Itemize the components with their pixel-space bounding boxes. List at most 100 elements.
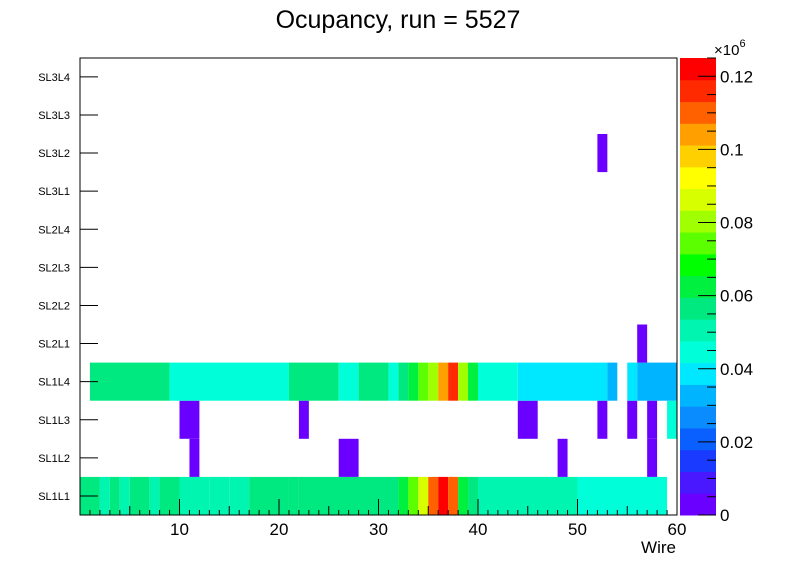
colorbar-segment [680,340,716,364]
colorbar-segment [680,297,716,320]
heatmap-cell [607,362,618,401]
colorbar-exponent: ×106 [714,38,746,59]
y-axis: SL1L1 SL1L2 SL1L3 SL1L4 SL2L1 SL2L2 SL2L3 SL2L4… [38,72,98,503]
colorbar-segment [680,406,716,429]
heatmap-cell [438,362,449,401]
chart-title: Ocupancy, run = 5527 [276,6,521,34]
heatmap-cell [647,438,658,477]
heatmap-cell [99,476,110,515]
colorbar-tick-label: 0.06 [720,287,753,306]
colorbar-segment [680,319,716,342]
x-tick-label: 30 [369,520,388,539]
heatmap-cell [179,400,200,439]
heatmap-cell [129,476,150,515]
heatmap-cell [109,476,120,515]
heatmap-cell [408,476,419,515]
heatmap-cell [448,362,459,401]
colorbar-segment [680,210,716,233]
heatmap-cell [627,400,638,439]
colorbar-exponent-base: ×10 [714,42,739,59]
colorbar-tick-label: 0 [720,506,729,525]
heatmap-cell [597,134,608,173]
x-tick-label: 40 [469,520,488,539]
y-tick-label: SL1L4 [38,377,70,389]
heatmap-cell [179,476,210,515]
y-tick-label: SL1L2 [38,453,70,465]
colorbar-segment [680,362,716,385]
heatmap-cell [637,362,677,401]
heatmap-cell [418,476,429,515]
heatmap-cell [159,476,180,515]
heatmap-cell [627,362,638,401]
heatmap-cell [448,476,459,515]
heatmap-cell [577,476,668,515]
heatmap-cell [298,476,399,515]
colorbar-segment [680,166,716,190]
x-tick-label: 60 [668,520,687,539]
colorbar-segment [680,145,716,168]
y-tick-label: SL3L3 [38,110,70,122]
colorbar-segment [680,427,716,451]
colorbar-segment [680,449,716,472]
colorbar-tick-label: 0.02 [720,433,753,452]
colorbar-exponent-power: 6 [739,38,745,50]
x-tick-label: 20 [270,520,289,539]
heatmap-cell [288,362,339,401]
heatmap-cell [338,362,359,401]
heatmap-cell [398,476,409,515]
colorbar-segment [680,232,716,255]
colorbar-segment [680,275,716,298]
y-tick-label: SL3L1 [38,186,70,198]
colorbar-segment [680,493,716,516]
y-tick-label: SL2L1 [38,339,70,351]
heatmap-cell [667,400,677,439]
heatmap-cell [189,438,200,477]
heatmap-cell [149,476,160,515]
heatmap-cell [388,362,399,401]
colorbar-segment [680,123,716,146]
colorbar-tick-label: 0.1 [720,140,744,159]
heatmap-cell [468,476,478,515]
heatmap-cell [229,476,250,515]
colorbar-segment [680,384,716,407]
heatmap-cell [597,400,608,439]
heatmap-cell [288,476,299,515]
colorbar-segment [680,471,716,494]
x-tick-label: 50 [568,520,587,539]
heatmap-cell [298,400,309,439]
colorbar: 0 0.02 0.04 0.06 0.08 0.1 0.12 [680,57,753,525]
heatmap-cell [169,362,289,401]
x-axis: 10 20 30 40 50 60 [89,499,687,539]
heatmap-cell [458,362,469,401]
heatmap-cell [398,362,409,401]
colorbar-tick-label: 0.04 [720,360,753,379]
y-tick-label: SL3L2 [38,148,70,160]
heatmap-cell [557,438,568,477]
colorbar-segment [680,101,716,124]
colorbar-segment [680,58,716,81]
heatmap-cell [209,476,230,515]
heatmap-cell [438,476,449,515]
heatmap-cell [249,476,289,515]
heatmap-cell [637,324,648,363]
y-tick-label: SL3L4 [38,72,70,84]
heatmap-cells [80,134,677,515]
y-tick-label: SL2L4 [38,224,70,236]
colorbar-tick-label: 0.12 [720,67,753,86]
y-tick-label: SL2L3 [38,262,70,274]
colorbar-segment [680,188,716,211]
y-tick-label: SL2L2 [38,300,70,312]
heatmap-cell [517,362,608,401]
heatmap-cell [358,362,389,401]
y-tick-label: SL1L1 [38,491,70,503]
heatmap-cell [428,476,439,515]
heatmap-cell [89,362,170,401]
x-tick-label: 10 [170,520,189,539]
heatmap-cell [418,362,429,401]
heatmap-cell [119,476,130,515]
heatmap-cell [408,362,419,401]
heatmap-cell [517,400,538,439]
heatmap-cell [478,362,518,401]
x-axis-label: Wire [641,538,676,557]
